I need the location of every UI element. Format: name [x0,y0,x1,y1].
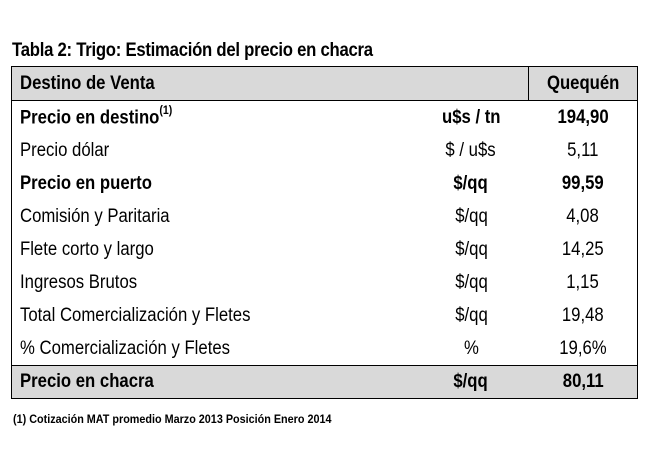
row-unit: $ / u$s [445,139,497,161]
table-row: Ingresos Brutos $/qq 1,15 [11,266,638,299]
total-value: 80,11 [528,365,638,399]
row-value: 14,25 [528,233,638,266]
row-concept: Total Comercialización y Fletes [11,299,414,332]
row-concept: Precio en puerto [11,167,414,200]
row-concept: Ingresos Brutos [11,266,414,299]
table-row: Precio en puerto $/qq 99,59 [11,167,638,200]
header-destino: Destino de Venta [11,66,414,101]
table-total-row: Precio en chacra $/qq 80,11 [11,365,638,399]
header-location: Quequén [528,66,638,101]
row-unit: $/qq [454,238,488,260]
table-row: Flete corto y largo $/qq 14,25 [11,233,638,266]
footnote: (1) Cotización MAT promedio Marzo 2013 P… [13,412,332,426]
row-value: 19,48 [528,299,638,332]
footnote-ref: (1) [159,103,173,118]
table-row: Precio dólar $ / u$s 5,11 [11,134,638,167]
row-concept: Comisión y Paritaria [11,200,414,233]
row-value: 1,15 [528,266,638,299]
row-value: 19,6% [528,332,638,366]
row-unit: $/qq [454,271,488,293]
table-header-row: Destino de Venta Quequén [11,66,638,101]
price-estimation-table: Destino de Venta Quequén Precio en desti… [11,66,638,399]
header-unit [413,66,529,101]
table-row: Total Comercialización y Fletes $/qq 19,… [11,299,638,332]
row-value: 99,59 [528,167,638,200]
total-concept: Precio en chacra [11,365,414,399]
row-value: 4,08 [528,200,638,233]
row-concept: Precio en destino(1) [11,100,414,134]
row-unit: $/qq [454,304,488,326]
row-concept: % Comercialización y Fletes [11,332,414,366]
row-concept: Flete corto y largo [11,233,414,266]
row-value: 5,11 [528,134,638,167]
total-unit: $/qq [413,365,529,399]
table-title: Tabla 2: Trigo: Estimación del precio en… [12,40,373,61]
table-row: Comisión y Paritaria $/qq 4,08 [11,200,638,233]
table-row: Precio en destino(1) u$s / tn 194,90 [11,100,638,134]
table-row: % Comercialización y Fletes % 19,6% [11,332,638,366]
row-unit: $/qq [453,172,489,194]
row-value: 194,90 [528,100,638,134]
row-unit: % [463,337,479,359]
row-unit: $/qq [454,205,488,227]
row-concept: Precio dólar [11,134,414,167]
row-unit: u$s / tn [441,106,501,128]
